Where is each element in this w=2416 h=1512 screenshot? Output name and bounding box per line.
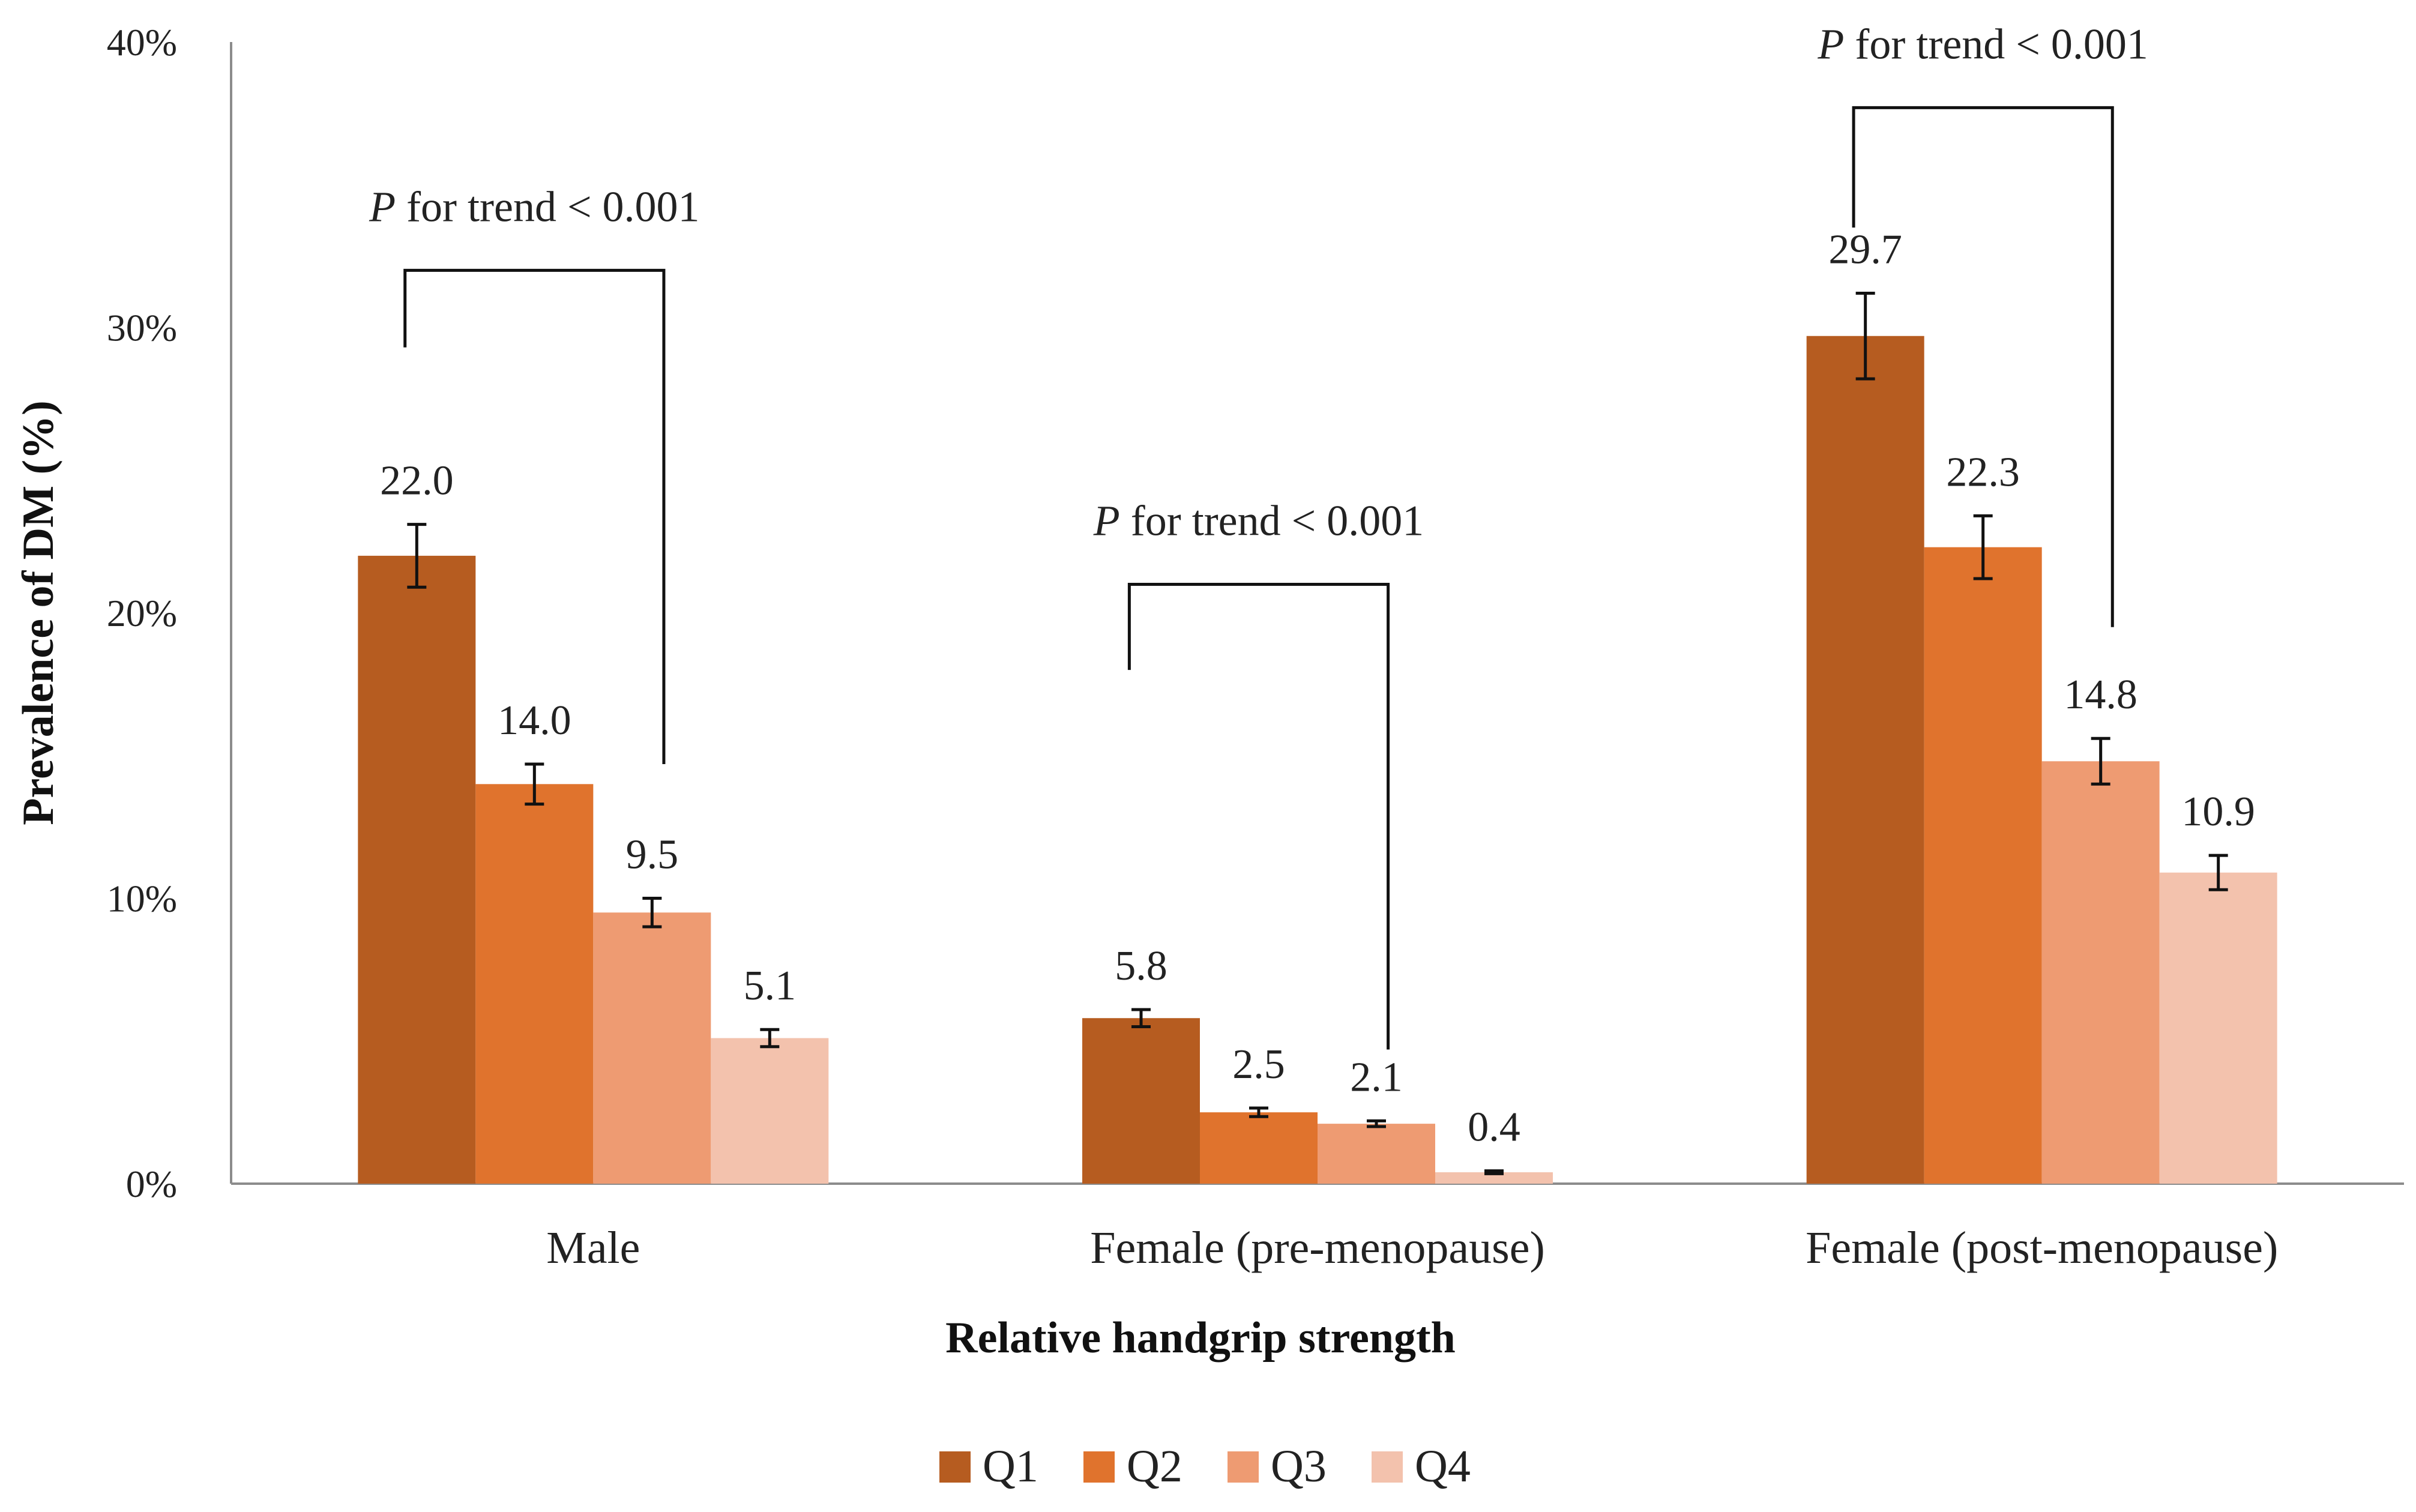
error-bar bbox=[760, 1028, 780, 1049]
error-bar bbox=[2208, 854, 2228, 891]
error-bar bbox=[1367, 1119, 1386, 1128]
legend-item: Q3 bbox=[1228, 1441, 1327, 1492]
bar bbox=[593, 912, 711, 1184]
bar bbox=[2041, 761, 2160, 1184]
data-label: 22.3 bbox=[1946, 449, 2020, 495]
error-bar bbox=[1249, 1106, 1268, 1118]
error-bar bbox=[2091, 736, 2110, 786]
trend-bracket: P for trend < 0.001 bbox=[1093, 496, 1424, 1050]
legend-label: Q1 bbox=[983, 1441, 1038, 1492]
legend-item: Q4 bbox=[1372, 1441, 1471, 1492]
data-label: 2.5 bbox=[1232, 1041, 1285, 1088]
x-tick-label: Female (pre-menopause) bbox=[1090, 1223, 1545, 1273]
data-label: 14.0 bbox=[498, 697, 571, 744]
data-label: 10.9 bbox=[2181, 789, 2255, 835]
y-axis-title: Prevalence of DM (%) bbox=[14, 400, 63, 825]
y-tick-label: 10% bbox=[107, 878, 177, 920]
legend-item: Q2 bbox=[1083, 1441, 1182, 1492]
y-tick-label: 30% bbox=[107, 307, 177, 349]
legend: Q1 Q2 Q3 Q4 bbox=[939, 1441, 1471, 1492]
data-labels: 22.0 5.8 29.7 14.0 2.5 22.3 9.5 2.1 14.8 5.1 0.4 10… bbox=[380, 226, 2255, 1150]
data-label: 9.5 bbox=[626, 832, 679, 878]
trend-label: P for trend < 0.001 bbox=[369, 182, 699, 230]
error-bar bbox=[525, 762, 544, 806]
bar bbox=[475, 784, 594, 1184]
trend-bracket: P for trend < 0.001 bbox=[369, 182, 700, 765]
bar bbox=[1806, 336, 1924, 1184]
data-label: 0.4 bbox=[1468, 1104, 1520, 1151]
bars bbox=[358, 336, 2277, 1184]
error-bar bbox=[1131, 1008, 1151, 1028]
legend-label: Q2 bbox=[1127, 1441, 1182, 1492]
x-tick-label: Male bbox=[546, 1223, 640, 1273]
y-tick-label: 20% bbox=[107, 592, 177, 634]
y-tick-label: 40% bbox=[107, 21, 177, 64]
data-label: 29.7 bbox=[1828, 226, 1902, 273]
data-label: 5.1 bbox=[744, 963, 797, 1009]
trend-annotations: P for trend < 0.001 P for trend < 0.001 P … bbox=[369, 20, 2148, 1050]
bar bbox=[1924, 547, 2042, 1184]
trend-label: P for trend < 0.001 bbox=[1093, 496, 1424, 544]
bar bbox=[358, 555, 476, 1184]
x-axis: Male Female (pre-menopause) Female (post-m… bbox=[231, 1182, 2404, 1273]
data-label: 5.8 bbox=[1115, 943, 1167, 989]
data-label: 2.1 bbox=[1350, 1054, 1403, 1100]
y-axis: 0% 10% 20% 30% 40% bbox=[107, 21, 232, 1205]
legend-swatch bbox=[939, 1451, 971, 1483]
x-axis-title: Relative handgrip strength bbox=[945, 1313, 1456, 1363]
bar bbox=[1082, 1018, 1200, 1184]
trend-label: P for trend < 0.001 bbox=[1817, 20, 2148, 68]
bar bbox=[1435, 1172, 1553, 1184]
bar bbox=[711, 1038, 829, 1184]
bar bbox=[1200, 1112, 1318, 1184]
legend-item: Q1 bbox=[939, 1441, 1038, 1492]
error-bar bbox=[407, 523, 427, 589]
bar bbox=[1318, 1124, 1435, 1184]
error-bar bbox=[1973, 514, 1993, 580]
x-tick-label: Female (post-menopause) bbox=[1806, 1223, 2278, 1273]
legend-swatch bbox=[1372, 1451, 1403, 1483]
error-bar bbox=[642, 897, 662, 929]
bar bbox=[2159, 872, 2277, 1184]
error-bars bbox=[407, 291, 2228, 1175]
data-label: 14.8 bbox=[2064, 672, 2137, 718]
legend-label: Q4 bbox=[1415, 1441, 1471, 1492]
error-bar bbox=[1855, 291, 1875, 381]
trend-bracket: P for trend < 0.001 bbox=[1817, 20, 2148, 627]
data-label: 22.0 bbox=[380, 458, 454, 504]
legend-swatch bbox=[1083, 1451, 1115, 1483]
y-tick-label: 0% bbox=[126, 1163, 177, 1205]
legend-swatch bbox=[1228, 1451, 1259, 1483]
error-bar bbox=[1484, 1169, 1504, 1175]
legend-label: Q3 bbox=[1271, 1441, 1327, 1492]
